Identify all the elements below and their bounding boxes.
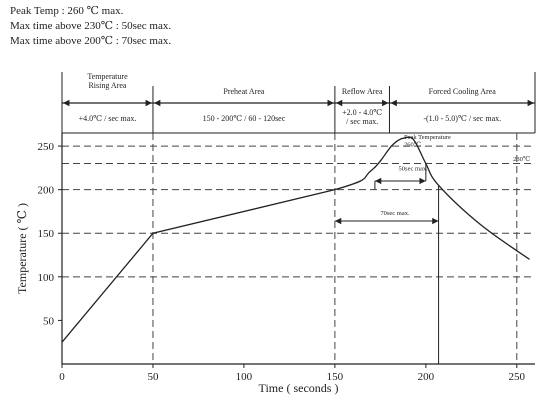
zone-arrow-1-head-right bbox=[145, 99, 152, 107]
zone-title-2: Preheat Area bbox=[223, 87, 265, 96]
zone-title-3: Reflow Area bbox=[342, 87, 383, 96]
y-axis-title: Temperature ( ℃ ) bbox=[15, 203, 29, 294]
x-tick-label-0: 0 bbox=[59, 371, 65, 383]
zone-arrow-3-head-right bbox=[382, 99, 389, 107]
x-tick-label-250: 250 bbox=[509, 371, 526, 383]
spec-line-2: Max time above 230℃ : 50sec max. bbox=[10, 20, 171, 32]
zone-arrow-1-head-left bbox=[63, 99, 70, 107]
spec-line-3: Max time above 200℃ : 70sec max. bbox=[10, 35, 171, 47]
y-tick-label-50: 50 bbox=[43, 315, 55, 327]
y-tick-label-250: 250 bbox=[38, 141, 55, 153]
y-tick-label-200: 200 bbox=[38, 185, 55, 197]
zone-rate-2: 150 - 200℃ / 60 - 120sec bbox=[203, 114, 286, 123]
zone-title-4: Forced Cooling Area bbox=[429, 87, 497, 96]
temp-230-label: 230℃ bbox=[513, 155, 530, 163]
x-axis-title: Time ( seconds ) bbox=[259, 381, 339, 395]
x-tick-label-50: 50 bbox=[147, 371, 159, 383]
zone-arrow-2-head-right bbox=[327, 99, 334, 107]
y-tick-label-150: 150 bbox=[38, 228, 55, 240]
x-tick-label-100: 100 bbox=[236, 371, 253, 383]
zone-arrow-3-head-left bbox=[335, 99, 343, 107]
zone-title-1: Temperature Rising Area bbox=[87, 72, 128, 90]
zone-rate-1: +4.0℃ / sec max. bbox=[79, 114, 137, 123]
temperature-profile-line bbox=[61, 136, 530, 343]
x-tick-label-150: 150 bbox=[327, 371, 344, 383]
zone-arrow-4-head-right bbox=[527, 99, 534, 107]
time-span-arrow-1-head-right bbox=[419, 177, 426, 185]
time-70sec-label: 70sec max. bbox=[380, 210, 410, 217]
y-tick-label-100: 100 bbox=[38, 272, 55, 284]
zone-rate-4: -(1.0 - 5.0)℃ / sec max. bbox=[423, 114, 501, 123]
time-span-arrow-2-head-left bbox=[334, 217, 342, 225]
zone-arrow-2-head-left bbox=[153, 99, 161, 107]
x-tick-label-200: 200 bbox=[418, 371, 435, 383]
spec-line-1: Peak Temp : 260 ℃ max. bbox=[10, 5, 124, 17]
peak-temperature-label: Peak Temperature 260℃ bbox=[404, 134, 451, 148]
zone-arrow-4-head-left bbox=[390, 99, 397, 107]
time-span-arrow-2-head-right bbox=[432, 217, 439, 225]
time-span-arrow-1-head-left bbox=[374, 177, 382, 185]
time-50sec-label: 50sec max. bbox=[399, 165, 429, 172]
zone-rate-3: +2.0 - 4.0℃ / sec max. bbox=[342, 108, 382, 126]
